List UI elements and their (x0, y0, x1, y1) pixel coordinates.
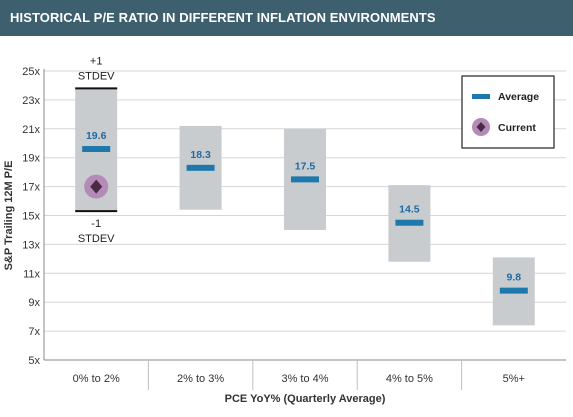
average-data-label: 14.5 (399, 204, 420, 216)
x-tick-label: 3% to 4% (281, 373, 328, 385)
y-tick-label: 19x (22, 153, 40, 165)
average-marker (82, 146, 111, 153)
x-tick-label: 2% to 3% (177, 373, 224, 385)
legend: Average Current (461, 75, 555, 149)
legend-average-label: Average (498, 91, 539, 103)
chart-area: 19.6 18.3 17.5 14.5 9.8 +1 STDEV -1 STDEV 5x 7x 9x… (0, 36, 573, 412)
y-tick-label: 21x (22, 124, 40, 136)
chart-title: HISTORICAL P/E RATIO IN DIFFERENT INFLAT… (10, 10, 436, 25)
axis-layer: 5x 7x 9x 11x 13x 15x 17x 19x 21x 23x 25x 0% to 2% 2%… (3, 66, 566, 405)
marks-layer: 19.6 18.3 17.5 14.5 9.8 +1 STDEV -1 STDEV (75, 55, 528, 294)
y-tick-label: 11x (23, 268, 40, 280)
average-marker (395, 219, 424, 226)
y-axis-title: S&P Trailing 12M P/E (3, 161, 15, 271)
y-tick-label: 7x (28, 326, 40, 338)
average-data-label: 18.3 (190, 149, 211, 161)
x-axis-title: PCE YoY% (Quarterly Average) (225, 393, 386, 405)
range-chart: 19.6 18.3 17.5 14.5 9.8 +1 STDEV -1 STDEV 5x 7x 9x… (3, 55, 566, 405)
lower-stdev-annotation: STDEV (78, 233, 115, 245)
chart-header: HISTORICAL P/E RATIO IN DIFFERENT INFLAT… (0, 0, 573, 36)
y-tick-label: 17x (22, 182, 40, 194)
x-tick-label: 0% to 2% (73, 373, 120, 385)
y-tick-label: 23x (22, 95, 40, 107)
lower-stdev-annotation: -1 (91, 218, 101, 230)
average-data-label: 19.6 (86, 130, 107, 142)
average-data-label: 9.8 (506, 272, 521, 284)
y-tick-label: 9x (28, 297, 40, 309)
y-tick-label: 15x (22, 211, 40, 223)
y-tick-label: 5x (28, 355, 40, 367)
legend-box (461, 75, 555, 149)
legend-current-label: Current (498, 122, 536, 134)
y-tick-label: 25x (22, 66, 40, 78)
upper-stdev-annotation: +1 (90, 55, 103, 67)
legend-average-swatch (472, 94, 490, 99)
y-tick-label: 13x (22, 239, 40, 251)
average-marker (186, 164, 215, 171)
upper-stdev-annotation: STDEV (78, 70, 115, 82)
legend-current-diamond (476, 122, 486, 132)
average-marker (291, 176, 319, 183)
x-tick-label: 5%+ (503, 373, 525, 385)
average-marker (499, 287, 528, 294)
current-marker-diamond (90, 179, 103, 194)
x-tick-label: 4% to 5% (386, 373, 433, 385)
average-data-label: 17.5 (295, 160, 316, 172)
